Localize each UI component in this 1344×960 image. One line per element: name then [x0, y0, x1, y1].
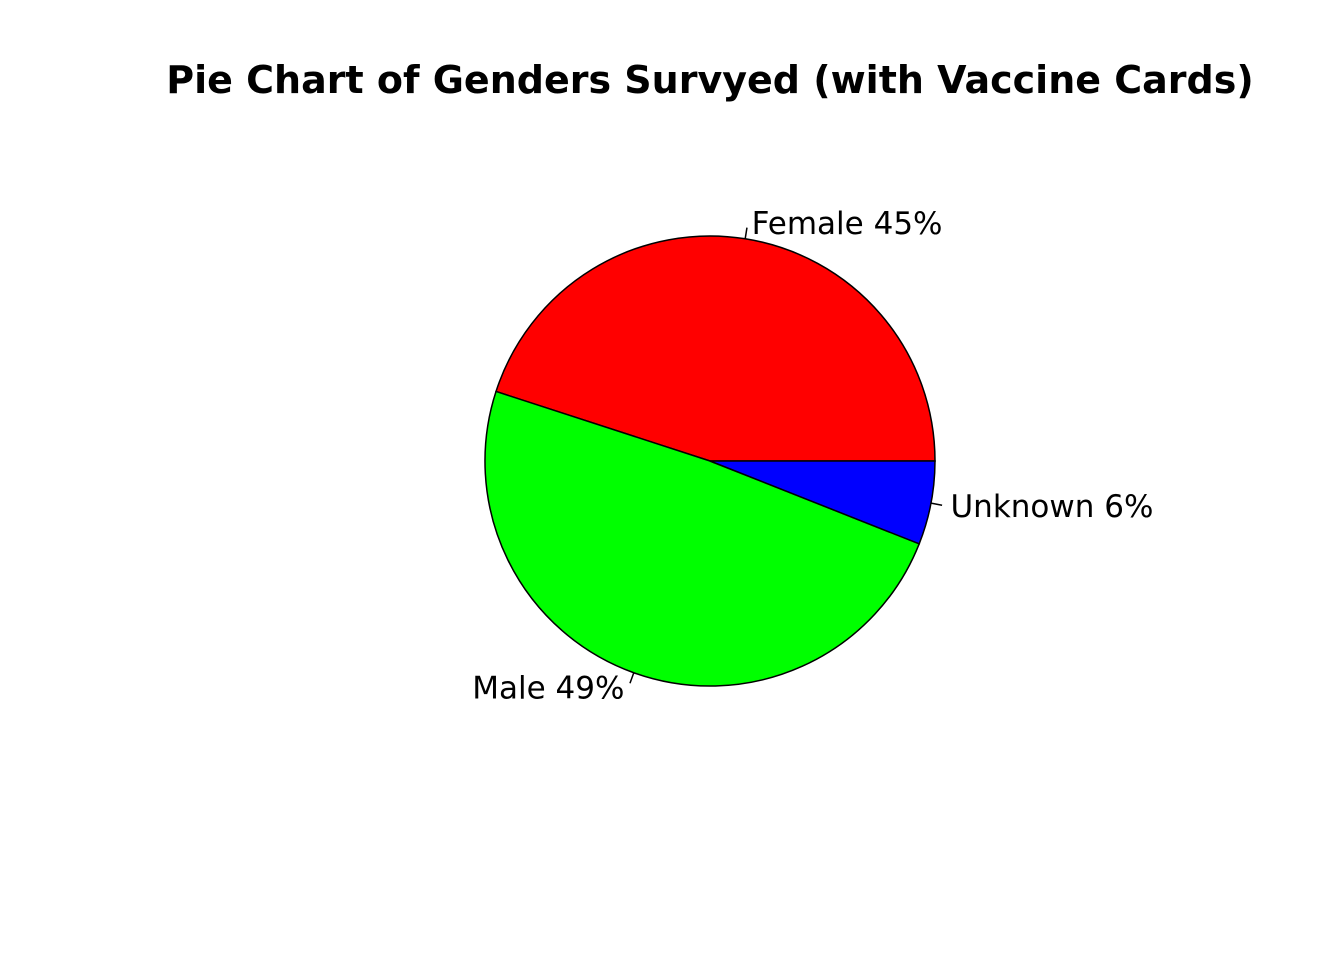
pie-slice-2	[709, 460, 936, 545]
pie-slices	[484, 235, 936, 687]
chart-title: Pie Chart of Genders Survyed (with Vacci…	[166, 58, 1253, 102]
leader-line-0	[744, 227, 748, 239]
label-leader-lines	[629, 227, 943, 684]
slice-label-0: Female 45%	[752, 206, 943, 242]
slice-label-1: Male 49%	[472, 671, 624, 707]
pie-slice-0	[495, 235, 936, 462]
slice-labels: Female 45% Male 49% Unknown 6%	[472, 206, 1153, 706]
slice-label-2: Unknown 6%	[950, 489, 1153, 525]
leader-line-1	[629, 672, 635, 684]
leader-line-2	[930, 502, 943, 507]
